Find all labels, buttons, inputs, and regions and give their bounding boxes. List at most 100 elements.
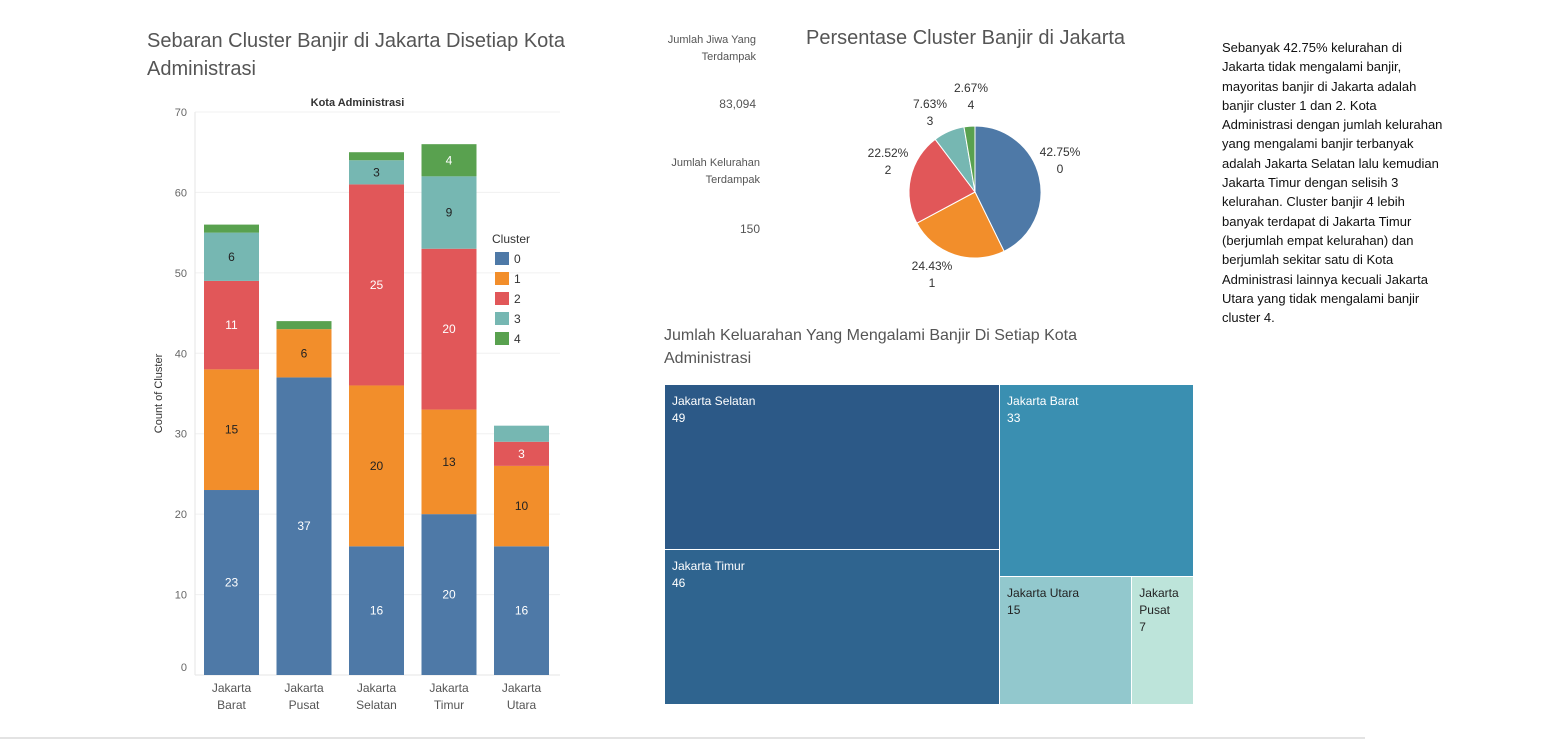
bar-segment-cluster-1 — [276, 329, 332, 378]
legend-label: 4 — [514, 332, 521, 346]
bar-segment-cluster-4 — [349, 152, 404, 161]
bar-data-label: 37 — [297, 519, 311, 533]
pie-slice-cluster-4 — [963, 125, 976, 193]
bar-segment-cluster-0 — [276, 377, 332, 675]
treemap-cell-jakarta-barat: Jakarta Barat 33 — [1000, 385, 1193, 576]
bar-segment-cluster-1 — [204, 369, 259, 491]
pie-pct-label: 2.67% — [954, 81, 988, 95]
pie-slice-cluster-0 — [974, 125, 1042, 252]
bar-data-label: 20 — [442, 322, 456, 336]
y-tick-label: 0 — [181, 662, 187, 674]
x-tick-label: Selatan — [356, 698, 397, 712]
x-tick-label: Jakarta — [502, 681, 542, 695]
treemap-cell-name: Jakarta Barat — [1007, 394, 1079, 408]
bottom-divider — [0, 737, 1365, 739]
y-tick-label: 10 — [175, 590, 187, 602]
bar-data-label: 23 — [225, 576, 239, 590]
treemap-cell-value: 7 — [1139, 620, 1146, 634]
bar-segment-cluster-0 — [349, 546, 404, 675]
x-tick-label: Utara — [507, 698, 537, 712]
pie-pct-label: 42.75% — [1040, 145, 1081, 159]
bar-data-label: 6 — [228, 250, 235, 264]
narrative-note: Sebanyak 42.75% kelurahan di Jakarta tid… — [1222, 40, 1443, 326]
legend-swatch-cluster-4 — [495, 332, 509, 345]
legend-swatch-cluster-0 — [495, 252, 509, 265]
bar-segment-cluster-3 — [204, 232, 259, 281]
bar-data-label: 16 — [370, 604, 384, 618]
legend-label: 0 — [514, 252, 521, 266]
bar-data-label: 4 — [446, 153, 453, 167]
bar-segment-cluster-0 — [494, 546, 549, 675]
y-tick-label: 30 — [175, 429, 187, 441]
legend-swatch-cluster-3 — [495, 312, 509, 325]
pie-slice-cluster-2 — [908, 138, 976, 224]
pie-cluster-label: 4 — [968, 98, 975, 112]
treemap-cell-jakarta-pusat: Jakarta Pusat 7 — [1132, 577, 1193, 704]
bar-segment-cluster-2 — [204, 280, 259, 370]
kpi-kelurahan-label: Jumlah Kelurahan Terdampak — [671, 157, 760, 186]
pie-pct-label: 7.63% — [913, 97, 947, 111]
treemap-cell-jakarta-timur: Jakarta Timur 46 — [665, 550, 1000, 704]
bar-data-label: 20 — [442, 588, 456, 602]
bar-segment-cluster-4 — [421, 144, 477, 177]
bar-segment-cluster-3 — [349, 160, 404, 185]
treemap-cell-value: 46 — [672, 576, 686, 591]
bar-segment-cluster-4 — [204, 224, 259, 233]
pie-pct-label: 24.43% — [912, 259, 953, 273]
pie-cluster-label: 3 — [927, 114, 934, 128]
bar-segment-cluster-1 — [421, 409, 477, 515]
treemap-cell-jakarta-selatan: Jakarta Selatan 49 — [665, 385, 1000, 550]
pie-chart-title: Persentase Cluster Banjir di Jakarta — [806, 27, 1126, 49]
bar-data-label: 11 — [225, 318, 238, 332]
treemap-title: Jumlah Keluarahan Yang Mengalami Banjir … — [664, 327, 1077, 367]
pie-cluster-label: 0 — [1057, 162, 1064, 176]
bar-segment-cluster-0 — [204, 490, 259, 675]
treemap-cell-value: 49 — [672, 411, 686, 425]
bar-data-label: 16 — [515, 604, 529, 618]
x-tick-label: Jakarta — [212, 681, 252, 695]
bar-segment-cluster-2 — [421, 248, 477, 410]
bar-data-label: 9 — [446, 206, 453, 220]
bar-data-label: 20 — [370, 459, 384, 473]
legend-swatch-cluster-2 — [495, 292, 509, 305]
bar-segment-cluster-3 — [494, 425, 549, 442]
treemap-cell-name: Jakarta Utara — [1007, 586, 1080, 600]
x-tick-label: Jakarta — [429, 681, 469, 695]
y-tick-label: 70 — [175, 107, 187, 119]
x-tick-label: Barat — [217, 698, 246, 712]
legend-swatch-cluster-1 — [495, 272, 509, 285]
y-tick-label: 40 — [175, 348, 187, 360]
treemap-cell-name: Jakarta Selatan — [672, 394, 756, 408]
pie-slice-cluster-1 — [916, 191, 1005, 259]
bar-segment-cluster-1 — [494, 465, 549, 547]
y-tick-label: 60 — [175, 187, 187, 199]
pie-cluster-label: 1 — [929, 276, 936, 290]
x-tick-label: Pusat — [289, 698, 320, 712]
x-tick-label: Timur — [434, 698, 464, 712]
pie-pct-label: 22.52% — [868, 146, 909, 160]
bar-data-label: 13 — [442, 455, 456, 469]
bar-segment-cluster-4 — [276, 321, 332, 330]
bar-segment-cluster-0 — [421, 514, 477, 675]
y-axis-label: Count of Cluster — [153, 353, 165, 433]
bar-segment-cluster-2 — [349, 184, 404, 386]
bar-data-label: 3 — [518, 447, 525, 461]
pie-chart: 42.75% 0 24.43% 1 22.52% 2 7.63% 3 2.67% 4 — [868, 81, 1081, 290]
bar-segment-cluster-3 — [421, 176, 477, 249]
y-tick-label: 20 — [175, 509, 187, 521]
bar-data-label: 15 — [225, 423, 239, 437]
treemap-cell-name: Jakarta Pusat — [1139, 586, 1179, 617]
legend-label: 3 — [514, 312, 521, 326]
kpi-kelurahan-value: 150 — [739, 222, 760, 236]
bar-segment-cluster-2 — [494, 441, 549, 466]
pie-cluster-label: 2 — [885, 163, 892, 177]
bar-chart-title: Sebaran Cluster Banjir di Jakarta Diseti… — [147, 30, 565, 80]
legend-title: Cluster — [492, 232, 530, 246]
treemap: Jakarta Selatan 49 Jakarta Timur 46 Jakarta … — [665, 385, 1194, 705]
bar-chart-header: Kota Administrasi — [311, 97, 405, 109]
y-tick-label: 50 — [175, 268, 187, 280]
treemap-cell-name: Jakarta Timur — [672, 559, 745, 574]
legend-label: 2 — [514, 292, 521, 306]
x-tick-label: Jakarta — [357, 681, 397, 695]
